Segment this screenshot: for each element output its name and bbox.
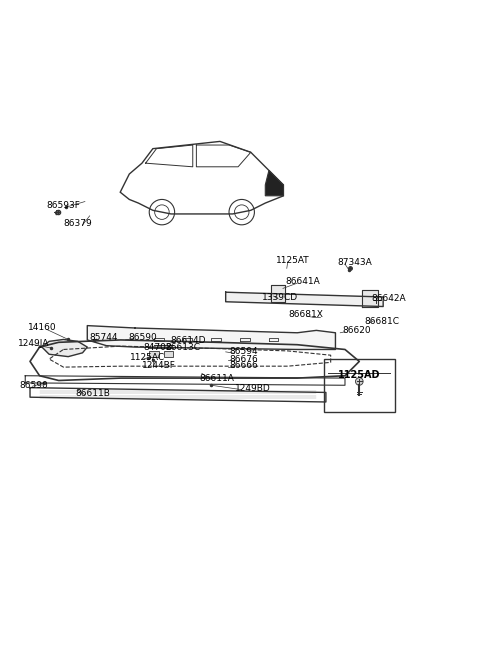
Polygon shape [87, 325, 336, 350]
Text: 86611A: 86611A [199, 374, 234, 382]
Text: 1249JA: 1249JA [18, 338, 49, 348]
Text: 86614D: 86614D [170, 336, 206, 345]
Text: 1339CD: 1339CD [263, 293, 299, 302]
Polygon shape [226, 292, 383, 306]
Text: 14160: 14160 [28, 323, 56, 333]
Bar [164, 351, 173, 357]
Text: 1249BD: 1249BD [235, 384, 271, 393]
Text: 86620: 86620 [343, 327, 371, 335]
Text: 1125AC: 1125AC [130, 353, 166, 362]
Text: 86676: 86676 [229, 354, 258, 363]
Text: 86593F: 86593F [47, 201, 81, 211]
Bar [149, 351, 159, 357]
Text: 86613C: 86613C [166, 342, 201, 352]
Text: 84702: 84702 [143, 342, 172, 352]
Text: 86681X: 86681X [288, 310, 324, 319]
PathPatch shape [265, 171, 283, 195]
Text: 86611B: 86611B [75, 390, 110, 398]
Text: 1125AD: 1125AD [338, 370, 381, 380]
Text: 1244BF: 1244BF [142, 361, 176, 370]
Text: 86590: 86590 [128, 333, 157, 342]
Text: 86666: 86666 [229, 361, 258, 370]
Text: 86681C: 86681C [364, 318, 399, 326]
Polygon shape [362, 290, 378, 306]
Polygon shape [42, 339, 87, 357]
Circle shape [356, 378, 363, 385]
Text: 1125AT: 1125AT [276, 256, 310, 265]
Polygon shape [271, 285, 285, 302]
Text: 86594: 86594 [229, 348, 258, 356]
Text: 86642A: 86642A [371, 294, 406, 303]
Text: 87343A: 87343A [338, 258, 372, 266]
Text: 86590: 86590 [20, 380, 48, 390]
PathPatch shape [120, 142, 283, 214]
Text: 86641A: 86641A [285, 277, 320, 286]
Text: 85744: 85744 [90, 333, 118, 342]
FancyBboxPatch shape [324, 359, 395, 411]
Text: 86379: 86379 [63, 220, 92, 228]
